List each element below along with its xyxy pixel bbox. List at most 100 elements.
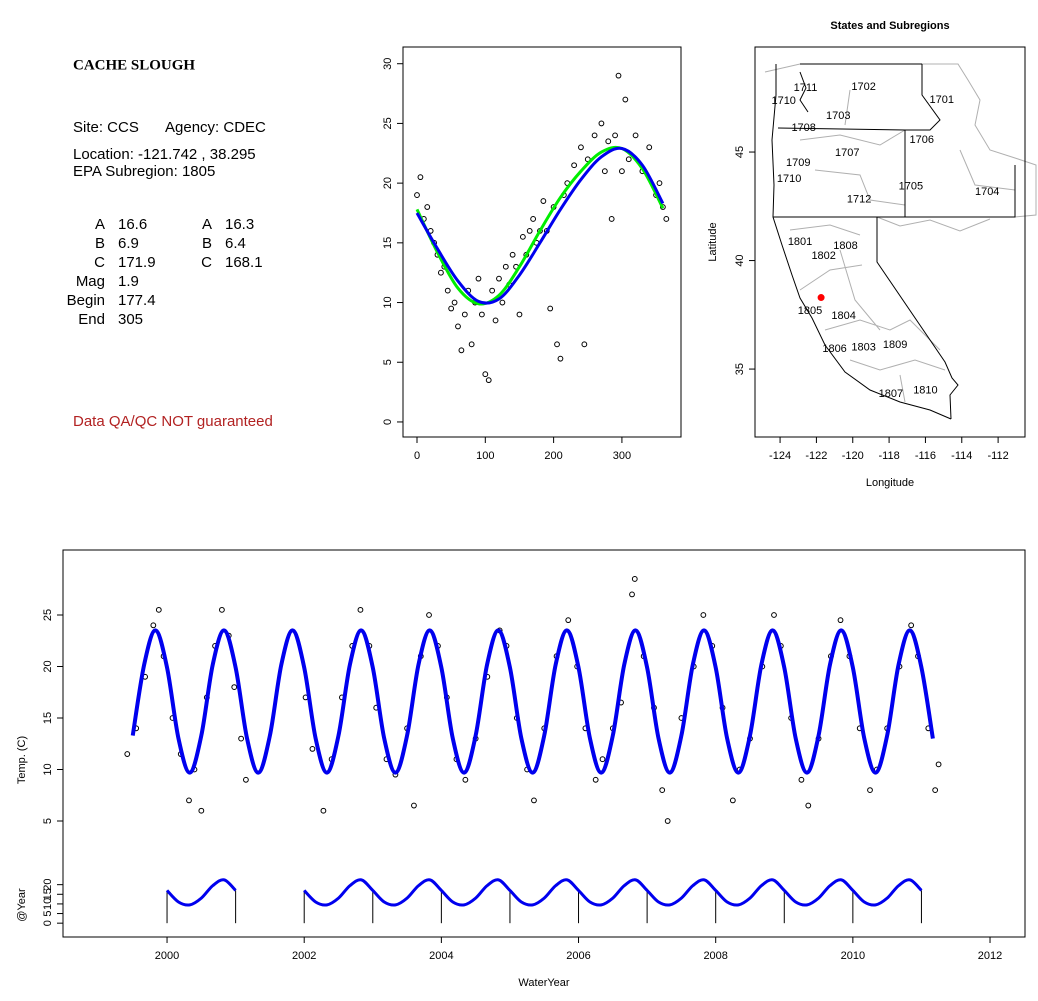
data-point xyxy=(622,96,629,103)
data-point xyxy=(238,735,245,742)
region-label: 1708 xyxy=(791,122,815,134)
data-point xyxy=(605,138,612,145)
plot-frame xyxy=(402,46,682,438)
data-point xyxy=(608,216,615,222)
data-point xyxy=(629,591,635,598)
y-tick-label: 25 xyxy=(382,117,394,129)
plot-frame xyxy=(62,549,1026,938)
subregion: EPA Subregion: 1805 xyxy=(73,163,215,180)
region-label: 1706 xyxy=(910,134,934,146)
region-label: 1704 xyxy=(975,186,999,198)
data-point xyxy=(231,684,238,691)
region-label: 1711 xyxy=(794,82,818,94)
y-tick-label: 5 xyxy=(382,359,394,365)
site-panel: CACHE SLOUGH Site: CCS Agency: CDEC Loca… xyxy=(67,57,273,430)
param-value: 168.1 xyxy=(225,254,263,271)
region-label: 1705 xyxy=(899,181,923,193)
chart-title: States and Subregions xyxy=(830,20,949,32)
y-tick-label: 30 xyxy=(382,58,394,70)
y-tick-label: 20 xyxy=(42,879,54,891)
y-tick-label: 0 xyxy=(42,920,54,926)
data-point xyxy=(482,371,489,378)
data-point xyxy=(664,818,671,824)
x-axis-label: Longitude xyxy=(866,477,914,489)
y-tick-label: 20 xyxy=(42,660,54,672)
param-value: 6.9 xyxy=(118,235,139,252)
data-point xyxy=(414,192,420,198)
data-point xyxy=(601,168,608,175)
x-tick-label: -122 xyxy=(805,450,827,462)
data-point xyxy=(625,156,632,163)
data-point xyxy=(458,347,465,354)
x-tick-label: 200 xyxy=(544,450,562,462)
data-point xyxy=(309,746,316,752)
y-tick-label: 15 xyxy=(42,888,54,900)
data-point xyxy=(798,776,805,783)
data-point xyxy=(417,174,424,181)
x-tick-label: 100 xyxy=(476,450,494,462)
site-code: Site: CCS xyxy=(73,119,139,136)
y-tick-label: 0 xyxy=(382,419,394,425)
data-point xyxy=(150,622,157,629)
x-tick-label: -114 xyxy=(951,450,972,462)
data-point xyxy=(499,299,506,306)
data-point xyxy=(631,576,638,582)
param-label: B xyxy=(95,235,105,252)
x-tick-label: -120 xyxy=(842,450,864,462)
y-tick-label: 20 xyxy=(382,177,394,189)
param-label: End xyxy=(78,311,105,328)
data-point xyxy=(908,622,915,629)
data-point xyxy=(578,144,584,151)
data-point xyxy=(357,606,364,613)
data-point xyxy=(619,168,625,175)
x-axis-label: WaterYear xyxy=(518,977,569,989)
agency: Agency: CDEC xyxy=(165,119,266,136)
data-point xyxy=(557,355,564,362)
param-value: 177.4 xyxy=(118,292,156,309)
data-point xyxy=(526,227,533,234)
y-tick-label: 5 xyxy=(42,818,54,824)
data-point xyxy=(519,233,526,240)
data-point xyxy=(219,606,225,613)
data-point xyxy=(485,377,492,384)
x-tick-label: 2000 xyxy=(155,950,179,962)
region-border xyxy=(789,89,1016,403)
data-point xyxy=(571,162,578,169)
param-label: C xyxy=(201,254,212,271)
y-axis-label: Temp. (C) xyxy=(16,736,28,784)
data-point xyxy=(455,323,461,330)
data-point xyxy=(867,787,873,794)
data-point xyxy=(547,305,554,312)
data-point xyxy=(663,216,670,222)
data-point xyxy=(612,132,618,139)
data-point xyxy=(461,311,468,318)
y-tick-label: 10 xyxy=(382,296,394,308)
data-point xyxy=(592,776,599,783)
data-point xyxy=(729,797,736,804)
region-label: 1702 xyxy=(851,81,875,93)
data-point xyxy=(478,311,485,318)
y-tick-label: 45 xyxy=(734,146,746,158)
data-point xyxy=(700,612,707,618)
data-point xyxy=(468,341,475,348)
y-tick-label: 5 xyxy=(42,910,54,916)
x-tick-label: 2012 xyxy=(978,950,1002,962)
data-point xyxy=(502,263,509,270)
param-value: 16.3 xyxy=(225,216,254,233)
fit-line xyxy=(415,146,665,305)
plot-frame xyxy=(754,46,1026,438)
region-label: 1810 xyxy=(913,385,937,397)
state-border xyxy=(771,63,1016,420)
data-point xyxy=(444,287,451,294)
data-point xyxy=(438,269,444,276)
data-point xyxy=(462,776,469,783)
param-label: A xyxy=(95,216,105,233)
data-point xyxy=(411,802,417,809)
data-point xyxy=(935,761,942,768)
x-tick-label: 2006 xyxy=(566,950,590,962)
location: Location: -121.742 , 38.295 xyxy=(73,146,256,163)
data-point xyxy=(659,204,666,210)
y-tick-label: 15 xyxy=(382,237,394,249)
